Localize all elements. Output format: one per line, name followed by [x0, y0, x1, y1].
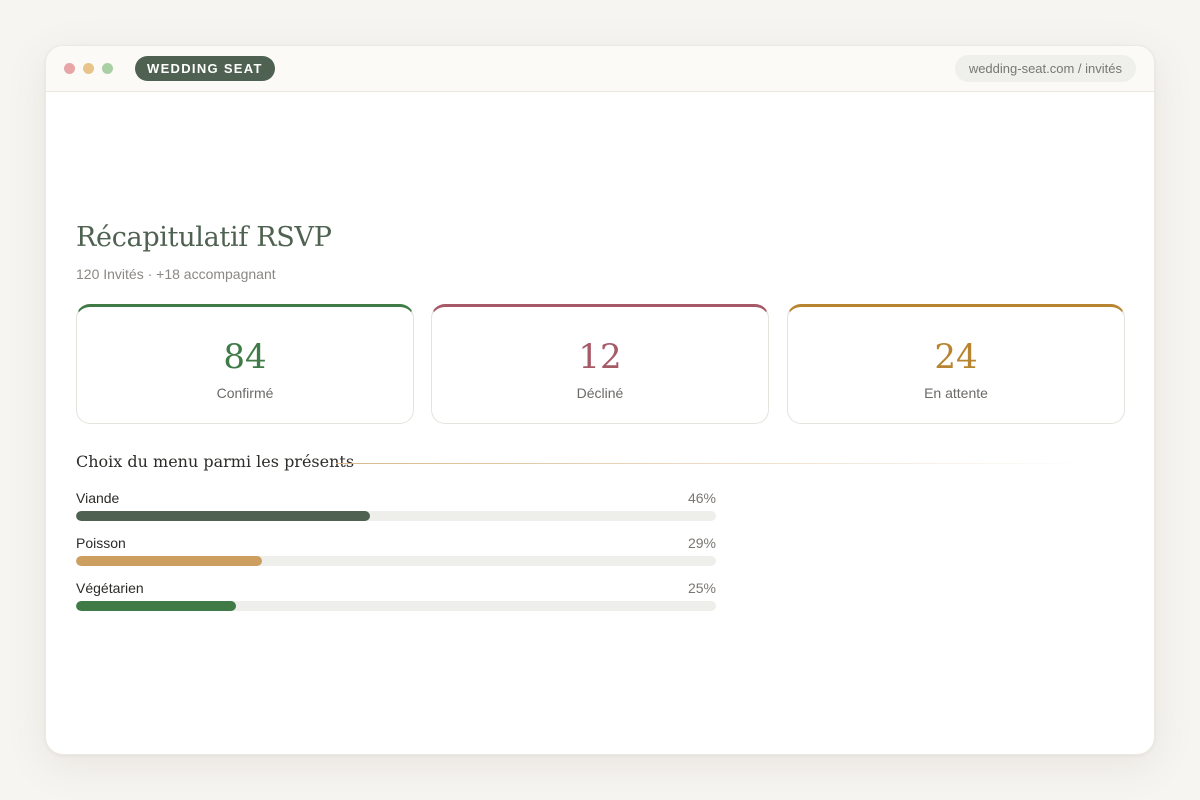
progress-fill [76, 511, 371, 521]
pending-label: En attente [924, 385, 988, 401]
minimize-window-icon[interactable] [83, 63, 94, 74]
browser-window: WEDDING SEAT wedding-seat.com / invités … [45, 45, 1155, 755]
progress-fill [76, 601, 236, 611]
menu-section-title: Choix du menu parmi les présents [76, 452, 355, 471]
menu-item-percent: 29% [687, 535, 716, 551]
menu-item-meat: Viande 46% [76, 490, 716, 524]
menu-item-label: Poisson [76, 535, 126, 551]
section-divider [336, 463, 1086, 464]
guest-count-subtitle: 120 Invités · +18 accompagnant [76, 266, 276, 282]
brand-badge: WEDDING SEAT [135, 56, 275, 81]
declined-label: Décliné [576, 385, 624, 401]
menu-item-fish: Poisson 29% [76, 535, 716, 569]
page-title: Récapitulatif RSVP [76, 222, 332, 253]
confirmed-card: 84 Confirmé [76, 304, 414, 424]
menu-section-header: Choix du menu parmi les présents [76, 452, 1086, 476]
progress-track [76, 601, 716, 611]
menu-item-label: Viande [76, 490, 120, 506]
url-bar[interactable]: wedding-seat.com / invités [954, 55, 1136, 82]
pending-card: 24 En attente [787, 304, 1125, 424]
title-bar: WEDDING SEAT wedding-seat.com / invités [46, 46, 1154, 92]
declined-card: 12 Décliné [431, 304, 769, 424]
declined-count: 12 [578, 337, 622, 377]
progress-fill [76, 556, 262, 566]
confirmed-label: Confirmé [216, 385, 274, 401]
menu-item-label: Végétarien [76, 580, 144, 596]
pending-count: 24 [934, 337, 978, 377]
menu-item-percent: 25% [687, 580, 716, 596]
menu-item-vegetarian: Végétarien 25% [76, 580, 716, 614]
progress-track [76, 556, 716, 566]
maximize-window-icon[interactable] [102, 63, 113, 74]
progress-track [76, 511, 716, 521]
confirmed-count: 84 [223, 337, 267, 377]
close-window-icon[interactable] [64, 63, 75, 74]
menu-item-percent: 46% [687, 490, 716, 506]
